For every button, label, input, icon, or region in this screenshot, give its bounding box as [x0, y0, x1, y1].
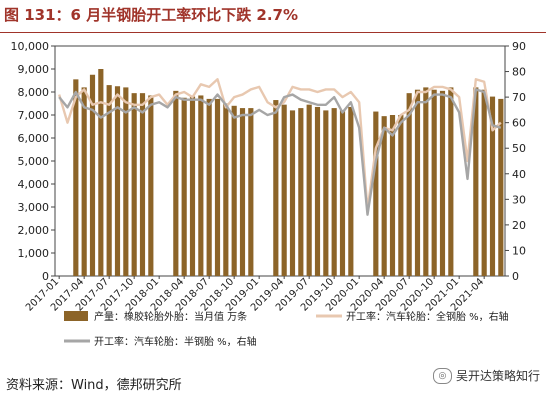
- bar: [423, 87, 429, 277]
- bar: [473, 87, 479, 277]
- right-tick-label: 90: [512, 40, 526, 53]
- legend-bar-output-label: 产量：橡胶轮胎外胎：当月值 万条: [94, 310, 247, 323]
- bar: [489, 96, 496, 276]
- left-tick-label: 4,000: [18, 178, 50, 191]
- right-tick-label: 70: [512, 91, 526, 104]
- bar: [89, 74, 96, 276]
- bar: [273, 100, 279, 276]
- left-tick-label: 5,000: [18, 155, 50, 168]
- legend: 产量：橡胶轮胎外胎：当月值 万条 开工率：汽车轮胎：全钢胎 %，右轴开工率：汽车轮…: [64, 310, 509, 348]
- right-tick-label: 50: [512, 142, 526, 155]
- bar: [98, 69, 104, 276]
- left-tick-label: 6,000: [18, 132, 50, 145]
- chart-title: 图 131：6 月半钢胎开工率环比下跌 2.7%: [4, 6, 299, 24]
- bar: [498, 98, 504, 277]
- left-tick-label: 1,000: [18, 247, 50, 260]
- left-tick-label: 2,000: [18, 224, 50, 237]
- bar: [131, 93, 137, 277]
- bar: [431, 89, 437, 276]
- bar: [323, 110, 329, 277]
- bar: [448, 87, 454, 277]
- watermark: ◎ 吴开达策略知行: [432, 367, 540, 384]
- title-divider: [0, 32, 546, 33]
- bar: [123, 87, 129, 277]
- left-tick-label: 9,000: [18, 63, 50, 76]
- right-tick-label: 0: [512, 270, 519, 283]
- semisteel-line: [58, 88, 502, 216]
- bar: [314, 106, 321, 276]
- watermark-text: 吴开达策略知行: [455, 369, 540, 383]
- bar: [181, 97, 187, 276]
- legend-bar-output-swatch: [64, 311, 88, 321]
- left-tick-label: 10,000: [11, 40, 50, 53]
- right-tick-label: 40: [512, 168, 526, 181]
- right-tick-label: 30: [512, 193, 526, 206]
- bar: [331, 108, 337, 276]
- left-tick-label: 3,000: [18, 201, 50, 214]
- bar: [81, 87, 87, 277]
- left-tick-label: 8,000: [18, 86, 50, 99]
- bar: [406, 93, 412, 277]
- bar: [173, 90, 179, 276]
- bar: [189, 96, 196, 276]
- bar: [114, 86, 121, 276]
- bar: [339, 110, 346, 277]
- bar: [414, 89, 421, 276]
- bar: [289, 110, 296, 277]
- line-series: [58, 78, 502, 216]
- bar: [248, 108, 254, 276]
- bar: [306, 104, 312, 277]
- bar: [481, 89, 487, 276]
- left-tick-label: 0: [42, 270, 49, 283]
- legend-allsteel-label: 开工率：汽车轮胎：全钢胎 %，右轴: [346, 310, 509, 323]
- right-tick-label: 60: [512, 117, 526, 130]
- bar: [148, 95, 154, 276]
- bar: [398, 115, 404, 276]
- bar: [73, 79, 79, 276]
- wechat-icon: ◎: [432, 367, 452, 384]
- plot-frame: [54, 45, 506, 277]
- bar: [223, 103, 229, 276]
- right-tick-label: 20: [512, 219, 526, 232]
- bar: [214, 98, 221, 277]
- bar: [381, 116, 387, 277]
- bar: [281, 104, 287, 277]
- bar: [389, 115, 396, 276]
- bar: [373, 111, 379, 276]
- chart-svg: 0 1,000 2,000 3,000 4,000 5,000 6,000 7,000 8,00…: [11, 40, 527, 348]
- right-tick-label: 80: [512, 66, 526, 79]
- legend-semisteel-label: 开工率：汽车轮胎：半钢胎 %，右轴: [94, 335, 257, 348]
- bar: [106, 85, 112, 276]
- bar: [198, 95, 204, 276]
- right-tick-label: 10: [512, 244, 526, 257]
- left-tick-label: 7,000: [18, 109, 50, 122]
- bar: [206, 98, 212, 277]
- bar: [348, 106, 354, 276]
- source-note: 资料来源：Wind，德邦研究所: [6, 378, 182, 393]
- bar: [298, 108, 304, 276]
- bar: [231, 105, 237, 276]
- bar: [139, 93, 146, 277]
- bar: [439, 90, 446, 276]
- bar-series: [73, 69, 504, 277]
- bar: [239, 108, 246, 276]
